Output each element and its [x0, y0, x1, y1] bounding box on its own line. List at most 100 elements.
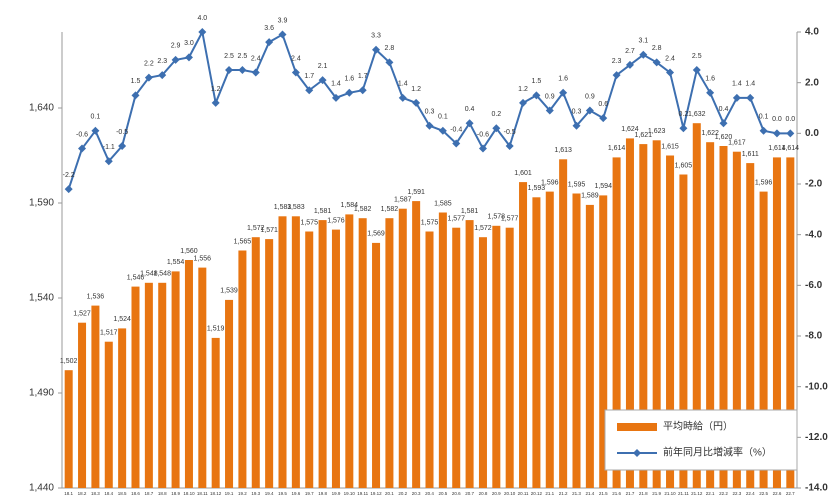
line-marker	[532, 91, 541, 100]
bar-value-label: 1,546	[127, 274, 145, 281]
x-tick-label: 20.2	[398, 491, 407, 496]
bar-value-label: 1,577	[501, 216, 519, 223]
bar-value-label: 1,615	[661, 143, 679, 150]
x-tick-label: 18.5	[118, 491, 127, 496]
y2-tick-label: 2.0	[805, 77, 819, 88]
bar	[719, 146, 728, 488]
bar	[251, 237, 260, 488]
line-value-label: 2.2	[144, 60, 154, 67]
bar	[759, 191, 768, 488]
line-marker	[144, 73, 153, 82]
x-tick-label: 21.1	[545, 491, 554, 496]
bar-value-label: 1,614	[782, 145, 800, 152]
x-tick-label: 21.3	[572, 491, 581, 496]
x-tick-label: 21.9	[652, 491, 661, 496]
x-tick-label: 22.2	[719, 491, 728, 496]
bar	[652, 140, 661, 489]
line-marker	[184, 53, 193, 62]
legend-box	[604, 409, 798, 471]
x-tick-label: 22.4	[746, 491, 755, 496]
line-marker	[385, 58, 394, 67]
line-marker	[104, 157, 113, 166]
y2-tick-label: -12.0	[805, 432, 828, 443]
bar-value-label: 1,582	[381, 206, 399, 213]
x-tick-label: 20.8	[479, 491, 488, 496]
y-tick-label: 1,440	[29, 483, 54, 494]
line-marker	[612, 71, 621, 80]
bar-value-label: 1,560	[180, 248, 198, 255]
line-marker	[572, 121, 581, 130]
bar-value-label: 1,524	[113, 316, 131, 323]
line-value-label: 2.5	[692, 53, 702, 60]
line-marker	[118, 142, 127, 150]
line-value-label: 0.4	[465, 106, 475, 113]
line-value-label: 1.7	[304, 73, 314, 80]
line-value-label: 2.4	[665, 55, 675, 62]
x-tick-label: 18.3	[91, 491, 100, 496]
bar	[492, 225, 501, 489]
bar	[184, 260, 193, 488]
x-tick-label: 20.3	[412, 491, 421, 496]
line-value-label: 2.4	[291, 55, 301, 62]
line-marker	[318, 76, 327, 85]
bar-value-label: 1,595	[568, 181, 586, 188]
x-tick-label: 21.6	[612, 491, 621, 496]
line-marker	[452, 139, 461, 148]
line-value-label: 2.1	[318, 63, 328, 70]
bar	[679, 174, 688, 488]
line-value-label: 0.3	[572, 109, 582, 116]
line-value-label: 3.1	[638, 38, 648, 45]
bar-value-label: 1,556	[194, 255, 212, 262]
line-value-label: 1.6	[558, 76, 568, 83]
line-marker	[786, 129, 795, 138]
line-value-label: 2.5	[238, 53, 248, 60]
bar	[666, 155, 675, 488]
x-tick-label: 19.4	[265, 491, 274, 496]
bar	[104, 341, 113, 488]
bar-value-label: 1,578	[488, 214, 506, 221]
line-value-label: 1.4	[331, 81, 341, 88]
line-value-label: 0.2	[491, 111, 501, 118]
bar	[746, 163, 755, 488]
x-tick-label: 18.7	[144, 491, 153, 496]
bar-value-label: 1,502	[60, 358, 78, 365]
bar	[118, 328, 127, 488]
bar	[291, 216, 300, 489]
bar-value-label: 1,572	[247, 225, 265, 232]
x-tick-label: 19.6	[291, 491, 300, 496]
bar-value-label: 1,617	[728, 140, 746, 147]
x-tick-label: 21.12	[691, 491, 703, 496]
bar-value-label: 1,583	[274, 204, 292, 211]
bar-value-label: 1,565	[234, 238, 252, 245]
bar	[91, 305, 100, 488]
bar-value-label: 1,581	[461, 208, 479, 215]
line-value-label: 1.2	[211, 86, 221, 93]
bar-value-label: 1,622	[701, 130, 719, 137]
line-marker	[599, 114, 608, 123]
bar	[572, 193, 581, 488]
bar-value-label: 1,593	[528, 185, 546, 192]
bar-value-label: 1,569	[367, 231, 385, 238]
bar	[532, 197, 541, 489]
bar-value-label: 1,582	[354, 206, 372, 213]
bar-value-label: 1,539	[220, 288, 238, 295]
y-tick-label: 1,640	[29, 103, 54, 114]
x-tick-label: 22.3	[732, 491, 741, 496]
line-marker	[225, 66, 234, 74]
legend-swatch	[617, 423, 657, 431]
x-tick-label: 20.5	[438, 491, 447, 496]
bar	[559, 159, 568, 489]
bar-value-label: 1,621	[635, 132, 653, 139]
line-value-label: 0.3	[425, 109, 435, 116]
x-tick-label: 20.12	[531, 491, 543, 496]
bar	[438, 212, 447, 488]
bar-value-label: 1,575	[421, 219, 439, 226]
line-value-label: -0.6	[477, 131, 489, 138]
line-marker	[358, 86, 367, 95]
line-marker	[305, 86, 314, 95]
line-marker	[719, 119, 728, 128]
line-marker	[692, 66, 701, 74]
bar	[198, 267, 207, 488]
line-marker	[331, 93, 340, 102]
line-marker	[171, 55, 180, 64]
